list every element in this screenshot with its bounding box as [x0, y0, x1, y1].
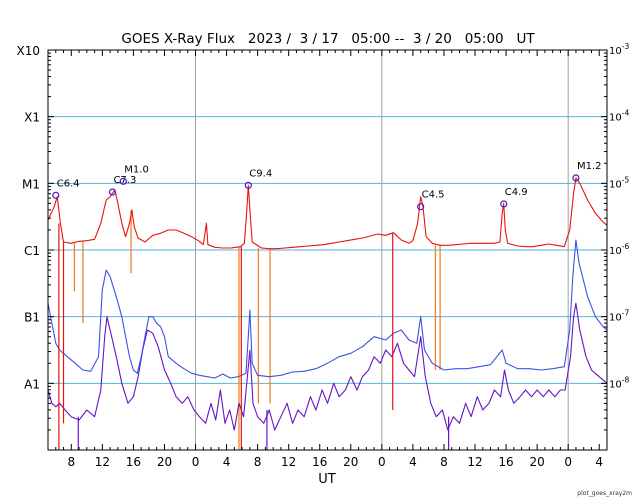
x-tick-label: 4 — [409, 455, 417, 469]
left-tick-label: A1 — [24, 377, 40, 391]
right-axis-flux-values: 10-3 10-4 10-5 10-6 10-7 10-8 — [609, 42, 629, 390]
left-tick-label: X10 — [17, 44, 41, 58]
flare-label: M1.0 — [124, 164, 149, 175]
x-tick-label: 12 — [467, 455, 482, 469]
x-tick-label: 0 — [564, 455, 572, 469]
right-tick-label: 10-6 — [609, 242, 629, 257]
chart-title: GOES X-Ray Flux 2023 / 3 / 17 05:00 -- 3… — [121, 31, 535, 47]
x-axis-ticks: 8 12 16 20 0 4 8 12 16 20 0 4 8 12 16 20 0 4 — [47, 50, 608, 469]
left-tick-label: X1 — [24, 111, 40, 125]
x-tick-label: 16 — [126, 455, 141, 469]
flare-annotations: C6.4 C7.3M1.0 C9.4 C4.5 C4.9 M1.2 — [52, 161, 602, 211]
flare-label: C6.4 — [57, 178, 80, 189]
x-tick-label: 16 — [312, 455, 327, 469]
series-short-line — [47, 239, 608, 379]
flare-label: M1.2 — [577, 161, 602, 172]
gridlines — [48, 116, 607, 384]
right-tick-label: 10-5 — [609, 175, 629, 190]
x-tick-label: 4 — [595, 455, 603, 469]
x-tick-label: 8 — [254, 455, 262, 469]
left-axis-flare-classes: A1 B1 C1 M1 X1 X10 — [17, 44, 607, 451]
left-tick-label: C1 — [24, 244, 40, 258]
flare-marker — [52, 191, 60, 199]
flare-marker — [119, 177, 127, 185]
flare-label: C7.3 — [113, 175, 136, 186]
left-tick-label: B1 — [24, 311, 40, 325]
x-tick-label: 8 — [440, 455, 448, 469]
flare-label: C4.5 — [422, 190, 445, 201]
x-tick-label: 12 — [281, 455, 296, 469]
left-tick-label: M1 — [22, 177, 40, 191]
x-tick-label: 0 — [378, 455, 386, 469]
flare-marker — [244, 181, 252, 189]
flare-marker — [417, 203, 425, 211]
x-tick-label: 20 — [343, 455, 358, 469]
flare-marker — [572, 174, 580, 182]
series-short-raw-line — [47, 302, 608, 431]
right-tick-label: 10-7 — [609, 309, 629, 324]
x-tick-label: 16 — [498, 455, 513, 469]
data-gap-markers — [73, 210, 441, 450]
flare-marker — [500, 200, 508, 208]
right-tick-label: 10-4 — [609, 109, 629, 124]
flare-label: C4.9 — [505, 187, 528, 198]
right-tick-label: 10-8 — [609, 375, 629, 390]
x-tick-label: 20 — [157, 455, 172, 469]
day-boundary-lines — [195, 50, 569, 450]
flux-series — [47, 177, 608, 450]
x-tick-label: 8 — [67, 455, 75, 469]
x-tick-label: 12 — [95, 455, 110, 469]
right-tick-label: 10-3 — [609, 42, 629, 57]
series-long-line — [47, 177, 608, 250]
x-tick-label: 0 — [192, 455, 200, 469]
x-tick-label: 4 — [223, 455, 231, 469]
flare-marker — [108, 188, 117, 196]
x-axis-label: UT — [318, 472, 336, 487]
x-tick-label: 20 — [529, 455, 544, 469]
footer-label: plot_goes_xray2m — [577, 490, 632, 497]
flare-label: C9.4 — [249, 168, 272, 179]
